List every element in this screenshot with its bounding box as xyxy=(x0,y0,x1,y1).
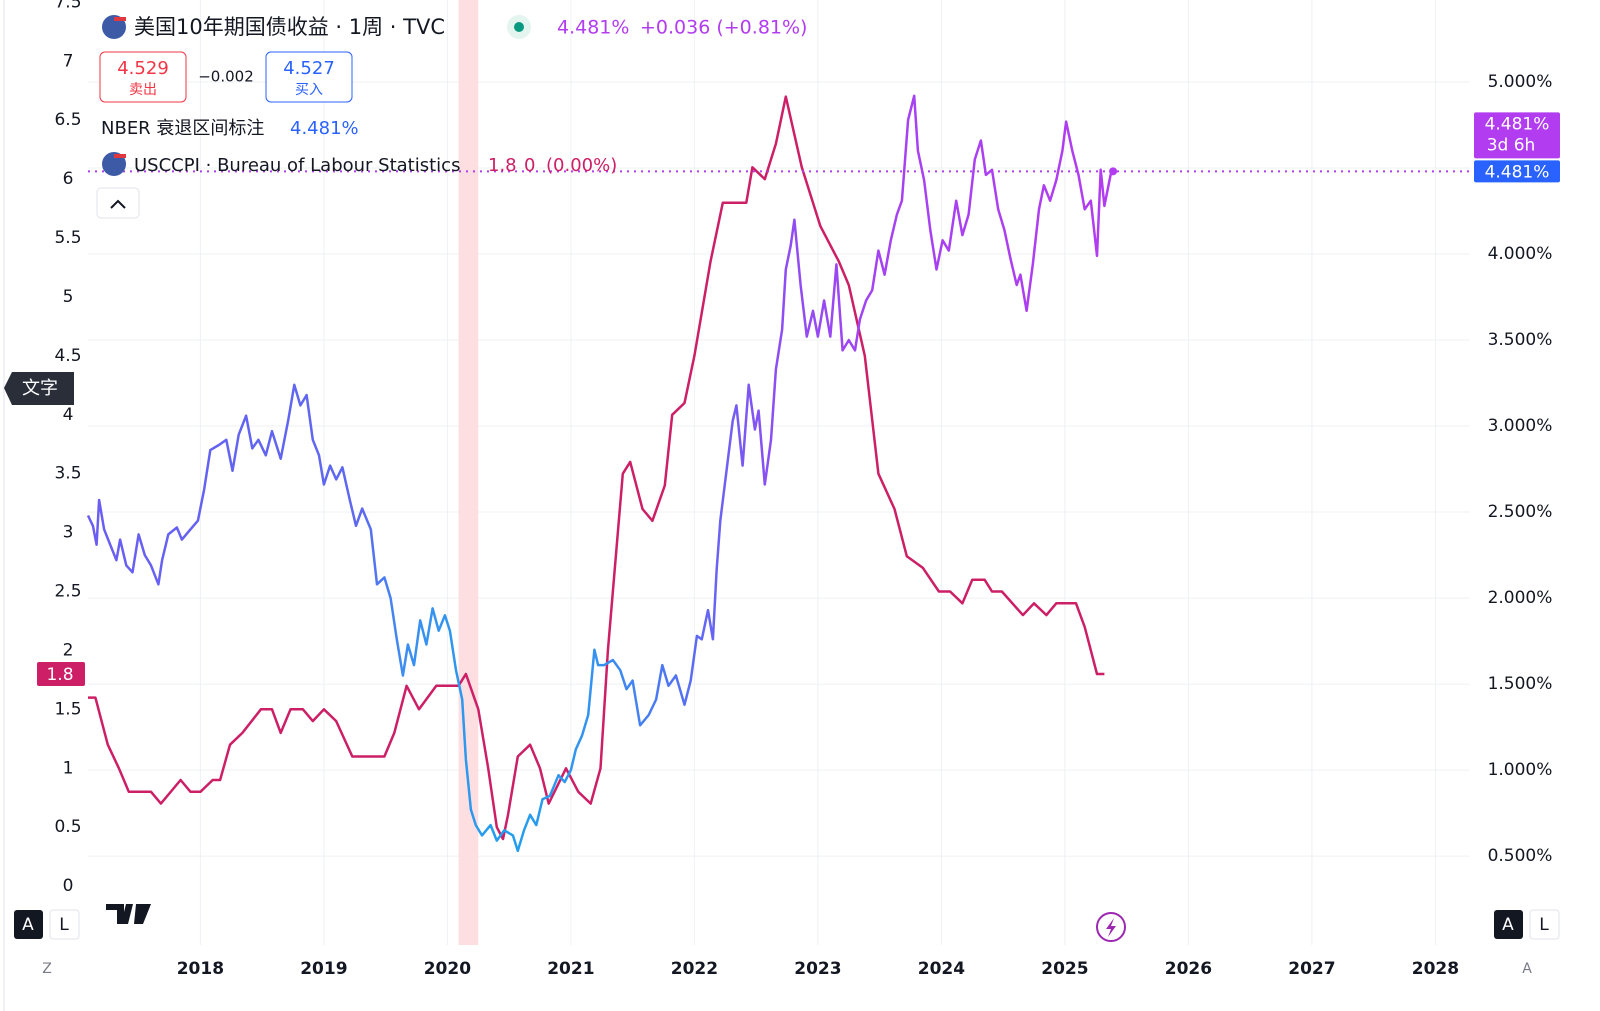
tooltip-text: 文字 xyxy=(22,378,58,399)
price-tag-text: 1.8 xyxy=(46,665,73,685)
series-line xyxy=(86,94,1115,853)
corner-label: A xyxy=(1522,961,1532,977)
price-tag xyxy=(37,661,85,686)
cpi-change-pct: (0.00%) xyxy=(546,155,617,176)
event-icon xyxy=(1106,918,1116,937)
recession-band xyxy=(458,0,479,945)
y2-tick-label: 2.500% xyxy=(1488,502,1553,522)
y-tick-label: 3 xyxy=(63,523,74,543)
x-tick-label: 2018 xyxy=(177,959,224,979)
x-tick-label: 2023 xyxy=(794,959,841,979)
corner-label: Z xyxy=(42,961,52,977)
tooltip xyxy=(4,372,74,405)
flag-icon xyxy=(114,154,126,158)
y2-tick-label: 1.000% xyxy=(1488,760,1553,780)
grid xyxy=(88,0,1470,945)
y-tick-label: 7.5 xyxy=(54,0,81,12)
cpi-change: 0 xyxy=(524,155,535,176)
indicator-value: 4.481% xyxy=(290,118,359,139)
cpi-value: 1.8 xyxy=(488,155,517,176)
y-tick-label: 5.5 xyxy=(54,228,81,248)
buy-price: 4.527 xyxy=(283,58,335,79)
y-tick-label: 6.5 xyxy=(54,110,81,130)
series-title: 美国10年期国债收益 · 1周 · TVC xyxy=(134,15,445,39)
price-tag-text: 4.481% xyxy=(1485,114,1550,134)
change: +0.036 (+0.81%) xyxy=(640,17,807,39)
y-tick-label: 0 xyxy=(63,876,74,896)
button-label: A xyxy=(22,915,34,935)
y-tick-label: 7 xyxy=(63,51,74,71)
x-tick-label: 2020 xyxy=(424,959,471,979)
button-label: L xyxy=(59,915,69,935)
price-tag xyxy=(1474,160,1560,183)
plot xyxy=(86,0,1470,945)
y-tick-label: 1.5 xyxy=(54,699,81,719)
y-tick-label: 4.5 xyxy=(54,346,81,366)
sell-price: 4.529 xyxy=(117,58,169,79)
y-tick-label: 0.5 xyxy=(54,817,81,837)
y-tick-label: 6 xyxy=(63,169,74,189)
indicator-name: NBER 衰退区间标注 xyxy=(101,118,264,139)
axes: 2018 2019 2020 2021 2022 2023 2024 2025 2026 2027… xyxy=(37,0,1560,979)
last-value: 4.481% xyxy=(557,17,629,39)
legend: 美国10年期国债收益 · 1周 · TVC 4.481% +0.036 (+0.… xyxy=(96,15,807,219)
series-line xyxy=(88,95,1105,841)
auto-scale-button[interactable] xyxy=(14,910,43,939)
x-tick-label: 2024 xyxy=(918,959,965,979)
status xyxy=(514,22,524,32)
y2-tick-label: 3.000% xyxy=(1488,416,1553,436)
y2-tick-label: 1.500% xyxy=(1488,674,1553,694)
y-tick-label: 1 xyxy=(63,758,74,778)
y2-tick-label: 5.000% xyxy=(1488,72,1553,92)
collapse-button[interactable] xyxy=(96,187,140,219)
buy-label: 买入 xyxy=(295,82,323,98)
x-tick-label: 2027 xyxy=(1288,959,1335,979)
button-label: L xyxy=(1539,915,1549,935)
spread: −0.002 xyxy=(198,68,254,86)
x-tick-label: 2021 xyxy=(547,959,594,979)
series-title: USCCPI · Bureau of Labour Statistics xyxy=(134,155,460,176)
last-point xyxy=(1109,167,1118,176)
log-scale-button[interactable] xyxy=(49,909,80,940)
y2-tick-label: 2.000% xyxy=(1488,588,1553,608)
price-tag xyxy=(1474,112,1560,159)
collapse-icon xyxy=(110,199,126,209)
y2-tick-label: 0.500% xyxy=(1488,846,1553,866)
y-tick-label: 5 xyxy=(63,287,74,307)
logo xyxy=(106,904,151,924)
y-tick-label: 2.5 xyxy=(54,582,81,602)
auto-scale-button[interactable] xyxy=(1494,910,1523,939)
x-tick-label: 2025 xyxy=(1041,959,1088,979)
x-tick-label: 2026 xyxy=(1165,959,1212,979)
y2-tick-label: 3.500% xyxy=(1488,330,1553,350)
flag-icon xyxy=(114,17,126,21)
price-tag-text: 4.481% xyxy=(1485,162,1550,182)
y-tick-label: 3.5 xyxy=(54,464,81,484)
countdown-text: 3d 6h xyxy=(1487,135,1536,155)
y-tick-label: 4 xyxy=(63,405,74,425)
x-tick-label: 2019 xyxy=(300,959,347,979)
buy-button[interactable] xyxy=(265,51,353,103)
log-scale-button[interactable] xyxy=(1529,909,1560,940)
sell-label: 卖出 xyxy=(129,82,157,98)
y-tick-label: 2 xyxy=(63,640,74,660)
x-tick-label: 2022 xyxy=(671,959,718,979)
button-label: A xyxy=(1502,915,1514,935)
x-tick-label: 2028 xyxy=(1412,959,1459,979)
y2-tick-label: 4.000% xyxy=(1488,244,1553,264)
sell-button[interactable] xyxy=(99,51,187,103)
